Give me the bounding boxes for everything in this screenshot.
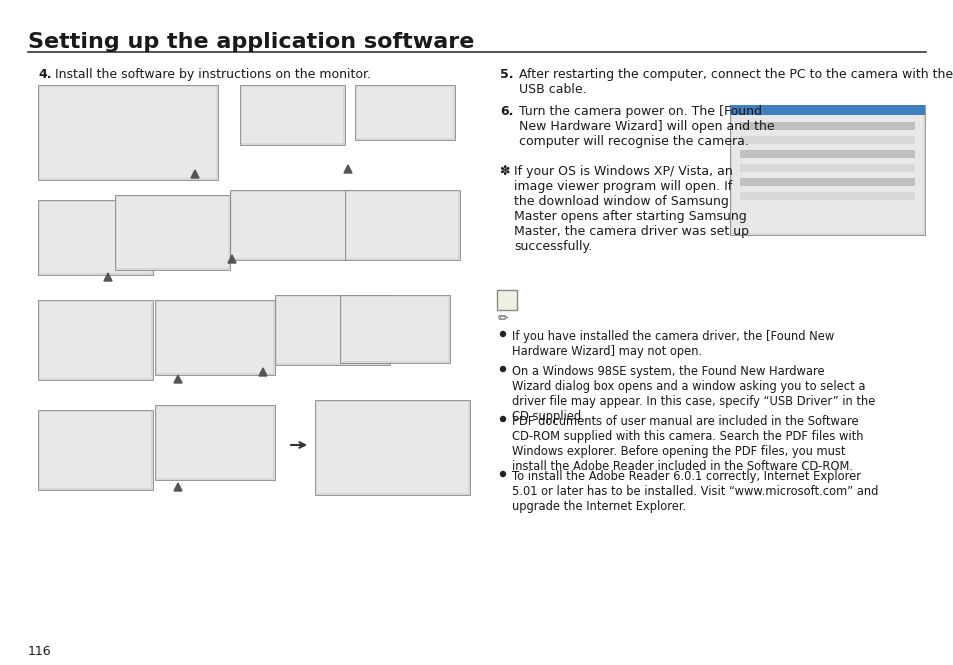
- Bar: [40, 412, 151, 488]
- Polygon shape: [104, 273, 112, 281]
- Bar: [740, 178, 914, 186]
- Bar: [356, 87, 453, 138]
- Bar: [316, 402, 468, 493]
- Circle shape: [500, 416, 505, 422]
- Text: ✽: ✽: [499, 165, 510, 178]
- Bar: [355, 85, 455, 140]
- Polygon shape: [258, 368, 267, 376]
- Bar: [740, 136, 914, 144]
- Bar: [497, 290, 517, 310]
- Circle shape: [500, 471, 505, 477]
- Bar: [729, 105, 924, 235]
- Text: ✏: ✏: [497, 312, 508, 325]
- Polygon shape: [191, 170, 199, 178]
- Bar: [731, 107, 923, 233]
- Text: PDF documents of user manual are included in the Software
CD-ROM supplied with t: PDF documents of user manual are include…: [512, 415, 862, 473]
- Bar: [38, 410, 152, 490]
- Bar: [314, 400, 470, 495]
- Text: 5.: 5.: [499, 68, 513, 81]
- Bar: [242, 87, 343, 143]
- Bar: [40, 202, 151, 273]
- Bar: [347, 192, 457, 258]
- Text: 6.: 6.: [499, 105, 513, 118]
- Text: Turn the camera power on. The [Found
New Hardware Wizard] will open and the
comp: Turn the camera power on. The [Found New…: [518, 105, 774, 148]
- Bar: [230, 190, 350, 260]
- Text: Install the software by instructions on the monitor.: Install the software by instructions on …: [55, 68, 371, 81]
- Text: If you have installed the camera driver, the [Found New
Hardware Wizard] may not: If you have installed the camera driver,…: [512, 330, 833, 358]
- Bar: [115, 195, 230, 270]
- Text: 116: 116: [28, 645, 51, 658]
- Bar: [341, 297, 448, 361]
- Text: On a Windows 98SE system, the Found New Hardware
Wizard dialog box opens and a w: On a Windows 98SE system, the Found New …: [512, 365, 875, 423]
- Circle shape: [500, 366, 505, 372]
- Text: 4.: 4.: [38, 68, 51, 81]
- Bar: [154, 405, 274, 480]
- Bar: [232, 192, 348, 258]
- Bar: [157, 302, 273, 373]
- Bar: [38, 200, 152, 275]
- Bar: [740, 150, 914, 158]
- Circle shape: [500, 331, 505, 336]
- Bar: [40, 302, 151, 378]
- Text: If your OS is Windows XP/ Vista, an
image viewer program will open. If
the downl: If your OS is Windows XP/ Vista, an imag…: [514, 165, 748, 253]
- Bar: [38, 300, 152, 380]
- Bar: [729, 105, 924, 115]
- Bar: [345, 190, 459, 260]
- Bar: [276, 297, 388, 363]
- Text: Setting up the application software: Setting up the application software: [28, 32, 474, 52]
- Bar: [339, 295, 450, 363]
- Polygon shape: [228, 255, 235, 263]
- Bar: [154, 300, 274, 375]
- Bar: [240, 85, 345, 145]
- Bar: [274, 295, 390, 365]
- Text: After restarting the computer, connect the PC to the camera with the
USB cable.: After restarting the computer, connect t…: [518, 68, 952, 96]
- Bar: [740, 192, 914, 200]
- Polygon shape: [173, 375, 182, 383]
- Bar: [38, 85, 218, 180]
- Bar: [117, 197, 228, 268]
- Polygon shape: [344, 165, 352, 173]
- Text: To install the Adobe Reader 6.0.1 correctly, Internet Explorer
5.01 or later has: To install the Adobe Reader 6.0.1 correc…: [512, 470, 878, 513]
- Bar: [40, 87, 215, 178]
- Bar: [740, 122, 914, 130]
- Bar: [157, 407, 273, 478]
- Bar: [740, 164, 914, 172]
- Polygon shape: [173, 483, 182, 491]
